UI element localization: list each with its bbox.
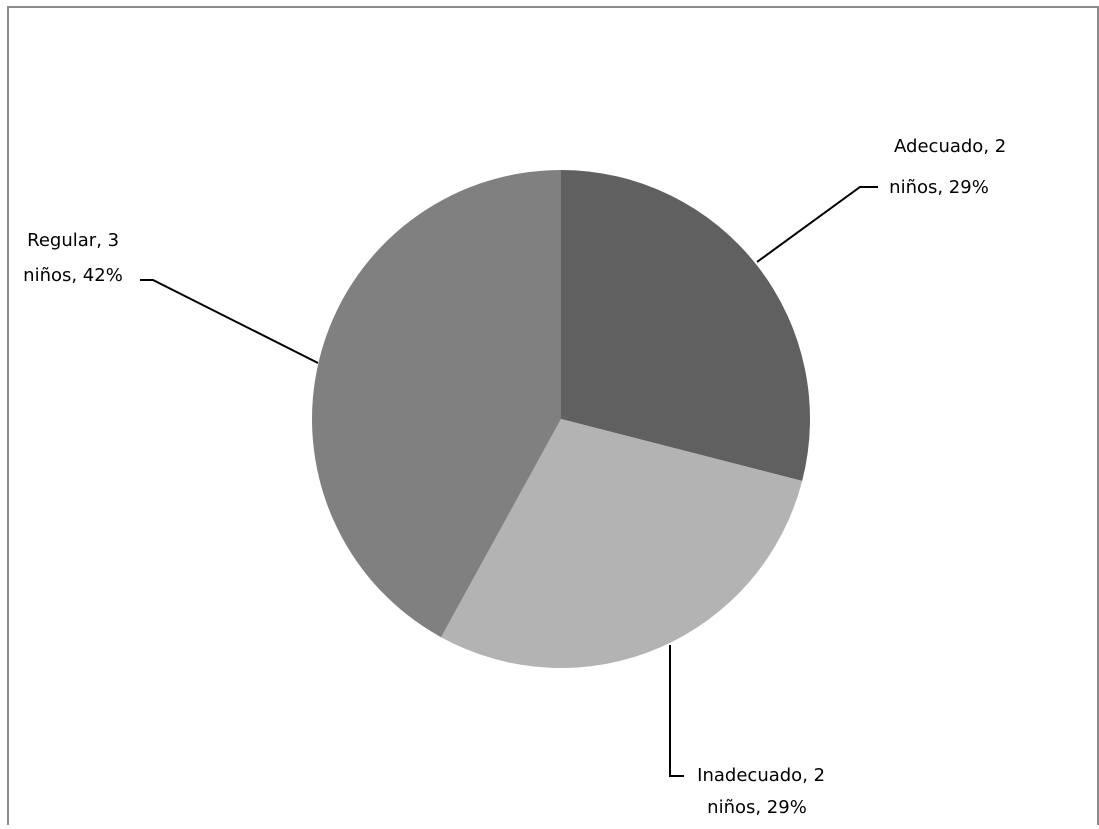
- data-label-regular-line2: niños, 42%: [23, 265, 123, 286]
- data-label-inadecuado: Inadecuado, 2 niños, 29%: [697, 765, 831, 818]
- data-label-inadecuado-line1: Inadecuado, 2: [697, 765, 825, 786]
- leader-line-regular: [140, 279, 319, 364]
- pie-slice-regular: [311, 170, 561, 638]
- data-label-regular: Regular, 3 niños, 42%: [23, 230, 125, 286]
- pie-slice-adecuado: [561, 170, 811, 481]
- leader-line-adecuado: [756, 186, 878, 263]
- leader-line-inadecuado: [669, 645, 684, 777]
- chart-border: [7, 6, 1099, 829]
- pie-slice-inadecuado: [441, 419, 803, 669]
- data-label-adecuado-line1: Adecuado, 2: [894, 136, 1006, 157]
- data-label-adecuado: Adecuado, 2 niños, 29%: [889, 136, 1012, 198]
- data-label-adecuado-line2: niños, 29%: [889, 177, 989, 198]
- data-label-inadecuado-line2: niños, 29%: [707, 797, 807, 818]
- data-label-regular-line1: Regular, 3: [27, 230, 119, 251]
